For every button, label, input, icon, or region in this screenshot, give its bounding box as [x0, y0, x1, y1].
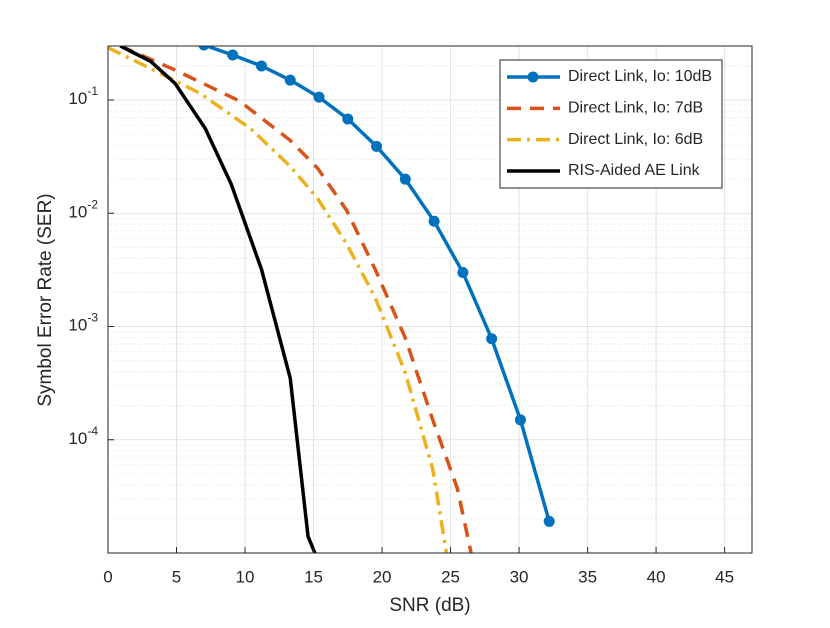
data-point: [313, 91, 325, 103]
legend-label: RIS-Aided AE Link: [568, 162, 701, 179]
x-tick-label: 30: [510, 567, 529, 586]
ticks: 0 5 10 15 20 25 30 35 40 45 10-1 10-2 10-3 10-4: [68, 84, 734, 586]
y-tick-label: 10-3: [68, 311, 98, 335]
data-point: [457, 266, 469, 278]
legend: Direct Link, Io: 10dB Direct Link, Io: 7d…: [499, 59, 723, 189]
axes-box: [107, 45, 753, 554]
legend-marker: [527, 71, 539, 83]
legend-label: Direct Link, Io: 10dB: [568, 68, 712, 85]
data-point: [198, 46, 210, 51]
series-line: [119, 46, 473, 553]
x-tick-label: 45: [715, 567, 734, 586]
series-line: [119, 46, 317, 553]
x-tick-label: 25: [441, 567, 460, 586]
data-point: [514, 414, 526, 426]
data-point: [227, 49, 239, 61]
x-tick-label: 10: [236, 567, 255, 586]
x-tick-label: 15: [304, 567, 323, 586]
legend-box: [499, 59, 723, 189]
x-tick-label: 0: [103, 567, 112, 586]
x-tick-label: 35: [578, 567, 597, 586]
series-line: [108, 46, 449, 553]
series-layer: [108, 46, 555, 553]
legend-label: Direct Link, Io: 6dB: [568, 131, 703, 148]
legend-label: Direct Link, Io: 7dB: [568, 100, 703, 117]
y-tick-label: 10-4: [68, 424, 98, 448]
data-point: [284, 74, 296, 86]
x-tick-label: 40: [647, 567, 666, 586]
data-point: [428, 215, 440, 227]
x-tick-label: 20: [373, 567, 392, 586]
data-point: [486, 333, 498, 345]
y-tick-label: 10-2: [68, 197, 98, 221]
data-point: [342, 113, 354, 125]
data-point: [399, 173, 411, 185]
data-point: [543, 515, 555, 527]
data-point: [255, 60, 267, 72]
x-tick-label: 5: [172, 567, 181, 586]
data-point: [371, 140, 383, 152]
x-axis-label: SNR (dB): [389, 595, 470, 616]
y-tick-label: 10-1: [68, 84, 98, 108]
y-axis-label: Symbol Error Rate (SER): [35, 193, 56, 406]
